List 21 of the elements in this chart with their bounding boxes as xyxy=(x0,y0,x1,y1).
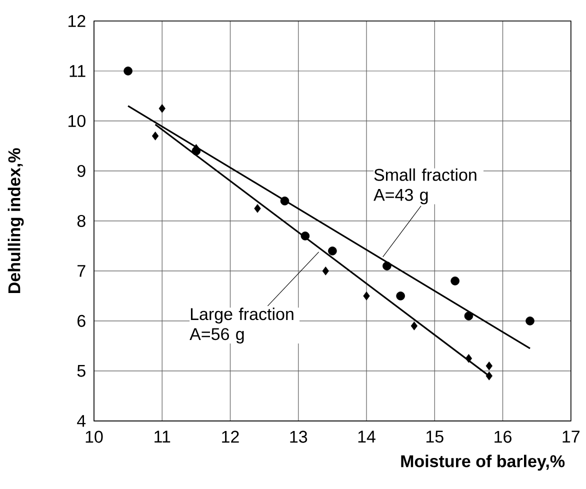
y-axis-title: Dehulling index,% xyxy=(8,148,24,294)
x-tick-label: 12 xyxy=(222,430,239,443)
x-tick-label: 10 xyxy=(86,430,103,443)
y-tick-label: 11 xyxy=(70,65,86,77)
y-tick-label: 4 xyxy=(77,415,86,427)
annotation: Large fraction A=56 g xyxy=(190,308,294,344)
y-tick-label: 5 xyxy=(77,365,86,377)
x-tick-label: 15 xyxy=(426,430,444,443)
annotation: Small fraction A=43 g xyxy=(374,168,476,204)
y-tick-label: 9 xyxy=(77,164,86,178)
x-tick-label: 13 xyxy=(290,430,308,443)
y-tick-label: 8 xyxy=(77,214,86,228)
x-tick-label: 11 xyxy=(154,430,170,443)
x-tick-label: 17 xyxy=(562,430,580,443)
y-tick-label: 7 xyxy=(78,265,86,277)
y-tick-label: 12 xyxy=(68,15,86,27)
y-tick-label: 6 xyxy=(78,314,86,328)
x-axis-title: Moisture of barley,% xyxy=(401,454,565,471)
x-tick-label: 16 xyxy=(494,430,512,443)
x-tick-label: 14 xyxy=(358,430,376,443)
y-tick-label: 10 xyxy=(68,115,86,128)
